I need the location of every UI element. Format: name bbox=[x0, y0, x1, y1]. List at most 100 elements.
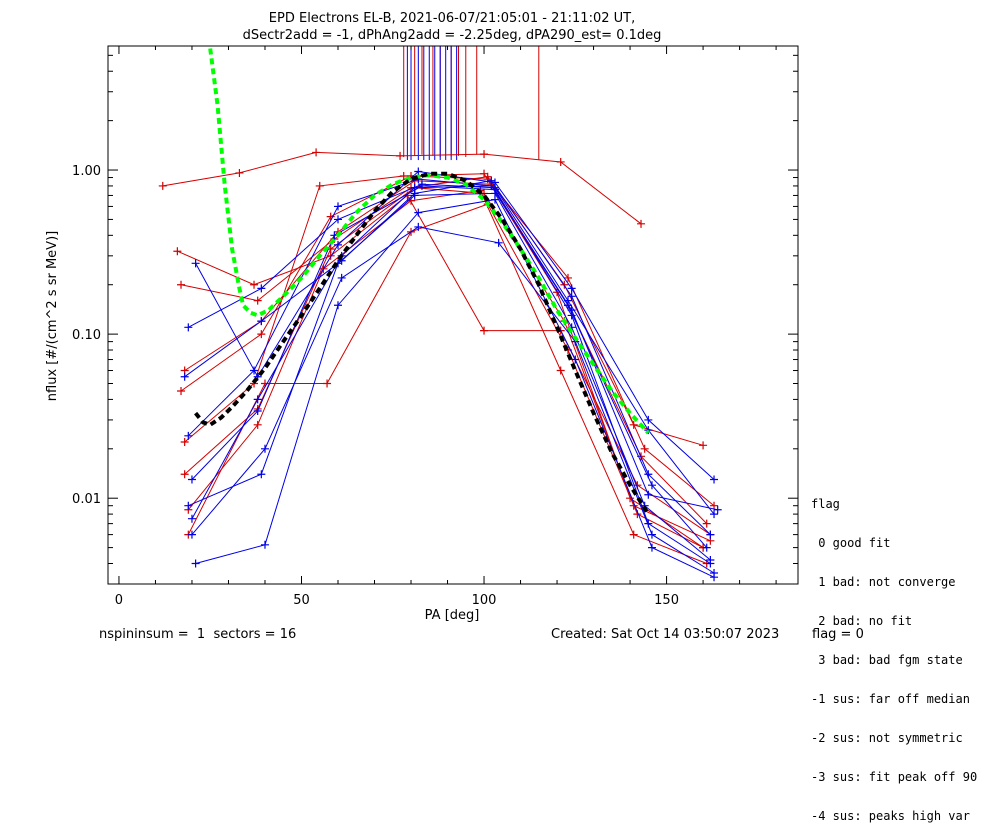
sector-curve-red-point bbox=[323, 379, 332, 388]
sector-curve-red-point bbox=[629, 530, 638, 539]
chart-subtitle: dSectr2add = -1, dPhAng2add = -2.25deg, … bbox=[243, 28, 662, 43]
sector-curve-red-point bbox=[710, 501, 719, 510]
sector-curve-blue-point bbox=[187, 514, 196, 523]
sector-curve-blue-point bbox=[567, 284, 576, 293]
sector-curve-blue-point bbox=[571, 355, 580, 364]
sector-curve-blue-point bbox=[334, 301, 342, 310]
sector-curve-blue-point bbox=[644, 490, 653, 499]
axes-layer: 0 50 100 150 0.01 0.10 1.00 bbox=[72, 46, 798, 608]
y-axis-label: nflux [#/(cm^2 s sr MeV)] bbox=[45, 231, 60, 401]
data-layer bbox=[158, 46, 722, 582]
legend-entry: -1 sus: far off median bbox=[811, 692, 970, 706]
sector-curve-blue-point bbox=[410, 183, 419, 192]
sector-curve-blue-line bbox=[188, 192, 711, 561]
legend-entry: 2 bad: no fit bbox=[811, 614, 913, 628]
sector-curve-blue-point bbox=[702, 543, 711, 552]
sector-curve-blue-line bbox=[195, 199, 715, 578]
sector-curve-red-point bbox=[396, 151, 405, 160]
x-tick-label: 150 bbox=[654, 593, 679, 608]
footer-created: Created: Sat Oct 14 03:50:07 2023 bbox=[551, 627, 780, 642]
sector-curve-blue-point bbox=[490, 195, 499, 204]
y-tick-label: 0.01 bbox=[72, 492, 101, 507]
sector-curve-blue-point bbox=[414, 222, 423, 231]
sector-curve-red-point bbox=[556, 157, 565, 166]
sector-curve-red-line bbox=[184, 173, 704, 549]
sector-curve-blue-point bbox=[647, 543, 656, 552]
sector-curve-blue-point bbox=[260, 540, 269, 549]
fit-curve-black bbox=[194, 171, 650, 516]
sector-curve-red-point bbox=[564, 273, 572, 282]
sector-curve-red-point bbox=[640, 444, 649, 453]
sector-curve-blue-point bbox=[647, 530, 656, 539]
sector-curve-red-point bbox=[177, 280, 186, 289]
sector-curve-blue-line bbox=[195, 170, 715, 480]
sector-curve-blue-point bbox=[337, 273, 346, 282]
plot-frame bbox=[107, 45, 799, 585]
sector-curve-red-line bbox=[187, 203, 704, 549]
sector-curve-blue-point bbox=[334, 215, 342, 224]
sector-curve-red-point bbox=[180, 470, 189, 479]
sector-curve-blue-point bbox=[410, 191, 419, 200]
x-tick-label: 50 bbox=[293, 593, 310, 608]
sector-curve-blue-point bbox=[567, 306, 576, 315]
sector-curve-blue-point bbox=[713, 505, 722, 514]
sector-curve-red-point bbox=[699, 441, 708, 450]
sector-curve-red-point bbox=[480, 326, 489, 335]
x-tick-label: 0 bbox=[115, 593, 123, 608]
sector-curve-blue-point bbox=[253, 406, 262, 415]
x-axis-label: PA [deg] bbox=[425, 608, 480, 623]
sector-curve-blue-point bbox=[334, 240, 342, 249]
sector-curve-blue-point bbox=[710, 573, 719, 582]
sector-curve-blue-point bbox=[494, 238, 503, 247]
legend-entry: -3 sus: fit peak off 90 bbox=[811, 770, 978, 784]
sector-curve-red-point bbox=[158, 181, 167, 190]
sector-curve-red-point bbox=[235, 168, 244, 177]
plot-area: EPD Electrons EL-B, 2021-06-07/21:05:01 … bbox=[45, 11, 799, 623]
sector-curve-blue-point bbox=[257, 317, 266, 326]
sector-curve-blue-point bbox=[334, 202, 342, 211]
legend-entry: 0 good fit bbox=[811, 536, 891, 550]
sector-curve-blue-point bbox=[257, 470, 266, 479]
sector-curve-blue-point bbox=[187, 475, 196, 484]
legend-entry: -2 sus: not symmetric bbox=[811, 731, 963, 745]
legend-title: flag bbox=[811, 497, 840, 511]
sector-curve-blue-point bbox=[567, 292, 576, 301]
sector-curve-red-point bbox=[702, 519, 711, 528]
sector-curve-red-point bbox=[180, 438, 189, 447]
sector-curve-blue-point bbox=[184, 323, 193, 332]
sector-curve-blue-point bbox=[647, 481, 656, 490]
sector-curve-red-line bbox=[162, 151, 642, 225]
footer-flag: flag = 0 bbox=[812, 627, 864, 642]
sector-curve-red-point bbox=[399, 171, 408, 180]
sector-curve-blue-point bbox=[414, 167, 423, 176]
sector-curve-red-point bbox=[177, 387, 186, 396]
sector-curve-red-point bbox=[257, 330, 266, 339]
sector-curve-red-point bbox=[637, 219, 646, 228]
sector-curve-red-point bbox=[315, 181, 324, 190]
sector-curve-blue-point bbox=[180, 372, 189, 381]
sector-curve-blue-point bbox=[191, 259, 200, 268]
sector-curve-blue-point bbox=[257, 284, 266, 293]
sector-curve-red-point bbox=[480, 150, 489, 159]
fit-curve-green bbox=[208, 48, 650, 435]
sector-curve-blue-line bbox=[191, 185, 718, 519]
sector-curve-blue-line bbox=[191, 185, 711, 564]
sector-curve-red-point bbox=[480, 169, 489, 178]
sector-curve-blue-point bbox=[184, 501, 193, 510]
sector-curve-blue-point bbox=[706, 530, 715, 539]
sector-curve-blue-point bbox=[253, 395, 262, 404]
sector-curve-blue-point bbox=[706, 556, 715, 565]
sector-curve-blue-point bbox=[417, 181, 426, 190]
sector-curve-red-point bbox=[173, 247, 182, 256]
sector-curve-red-point bbox=[253, 296, 262, 305]
legend-entry: 1 bad: not converge bbox=[811, 575, 956, 589]
sector-curve-blue-point bbox=[260, 444, 269, 453]
sector-curve-blue-line bbox=[184, 180, 711, 535]
sector-curve-blue-point bbox=[710, 510, 719, 519]
sector-curve-blue-point bbox=[414, 208, 423, 217]
sector-curve-red-line bbox=[187, 189, 707, 564]
sector-curve-blue-point bbox=[191, 559, 200, 568]
sector-curve-red-point bbox=[560, 280, 569, 289]
sector-curve-blue-point bbox=[487, 181, 496, 190]
sector-curve-red-point bbox=[253, 420, 262, 429]
